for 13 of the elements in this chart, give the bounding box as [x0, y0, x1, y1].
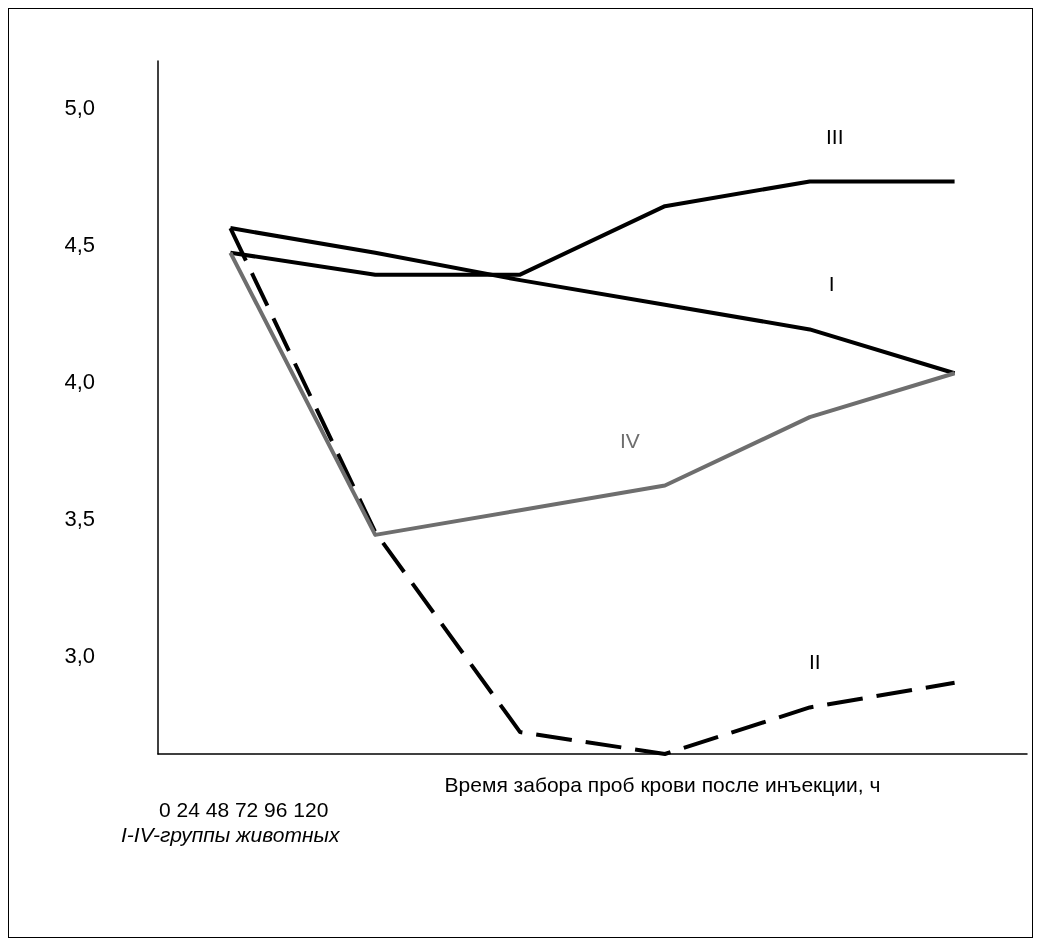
series-label: III: [825, 124, 844, 148]
y-tick-label: 3,5: [64, 505, 95, 531]
x-axis-title: Время забора проб крови после инъекции, ч: [444, 773, 881, 796]
line-series: [228, 250, 957, 537]
text: 0 24 48 72 96 120: [159, 798, 329, 821]
series-label: II: [808, 650, 821, 674]
y-tick-label: 3,0: [64, 642, 95, 668]
y-tick-label: 5,0: [64, 95, 95, 121]
series-label: I: [828, 272, 835, 296]
y-tick-label: 4,0: [64, 368, 95, 394]
y-tick-label: 4,5: [64, 232, 95, 258]
text: I-IV-группы животных: [121, 823, 341, 846]
series-label: IV: [619, 428, 640, 452]
